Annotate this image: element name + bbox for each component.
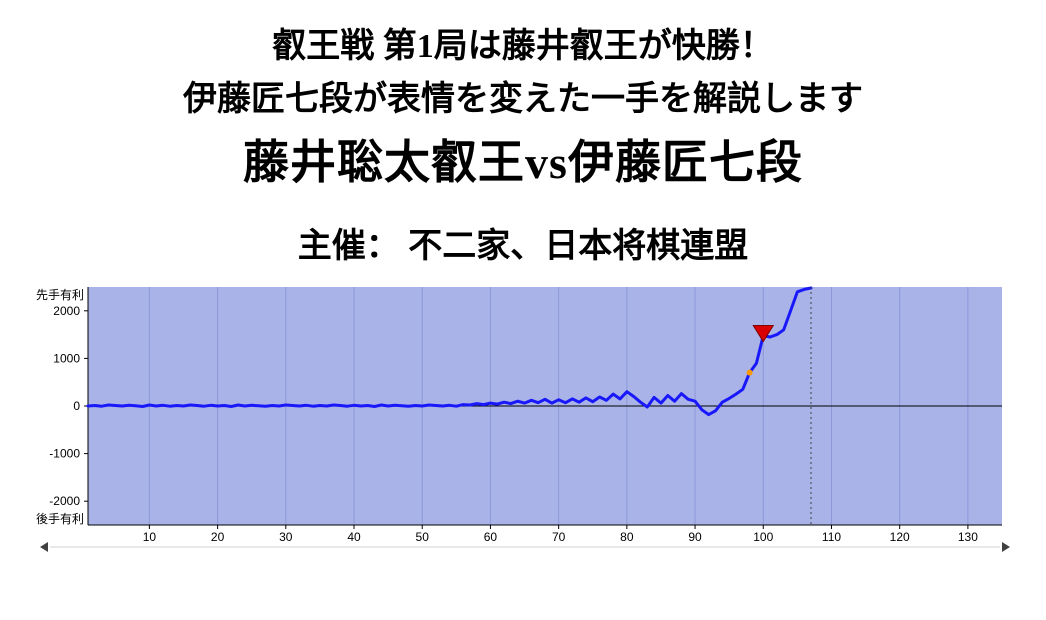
title-block: 叡王戦 第1局は藤井叡王が快勝！ 伊藤匠七段が表情を変えた一手を解説します 藤井… bbox=[0, 18, 1046, 267]
x-tick-label: 50 bbox=[416, 530, 430, 544]
y-tick-label: -1000 bbox=[49, 447, 80, 461]
x-tick-label: 20 bbox=[211, 530, 225, 544]
scroll-left-icon[interactable] bbox=[40, 542, 48, 552]
title-line-2: 伊藤匠七段が表情を変えた一手を解説します bbox=[0, 71, 1046, 120]
x-tick-label: 30 bbox=[279, 530, 293, 544]
scroll-right-icon[interactable] bbox=[1002, 542, 1010, 552]
x-tick-label: 60 bbox=[484, 530, 498, 544]
x-tick-label: 10 bbox=[143, 530, 157, 544]
y-tick-label: 1000 bbox=[53, 351, 80, 365]
axis-label-top: 先手有利 bbox=[36, 288, 84, 302]
x-tick-label: 40 bbox=[347, 530, 361, 544]
x-tick-label: 100 bbox=[753, 530, 773, 544]
sponsor-line: 主催： 不二家、日本将棋連盟 bbox=[0, 218, 1046, 267]
x-tick-label: 110 bbox=[822, 530, 841, 544]
title-line-1: 叡王戦 第1局は藤井叡王が快勝！ bbox=[0, 18, 1046, 67]
y-tick-label: -2000 bbox=[49, 494, 80, 508]
x-tick-label: 130 bbox=[958, 530, 978, 544]
x-tick-label: 80 bbox=[620, 530, 634, 544]
chart-marker-dot bbox=[747, 370, 753, 376]
x-tick-label: 120 bbox=[890, 530, 910, 544]
evaluation-chart: 2000 1000 0 -1000 -2000 10 20 30 40 50 60 70 80 90 100… bbox=[32, 281, 1014, 553]
evaluation-chart-svg: 2000 1000 0 -1000 -2000 10 20 30 40 50 60 70 80 90 100… bbox=[32, 281, 1014, 553]
x-tick-label: 70 bbox=[552, 530, 566, 544]
axis-label-bottom: 後手有利 bbox=[36, 512, 84, 526]
x-tick-label: 90 bbox=[688, 530, 702, 544]
y-tick-label: 0 bbox=[73, 399, 80, 413]
y-tick-label: 2000 bbox=[53, 304, 80, 318]
match-title: 藤井聡太叡王vs伊藤匠七段 bbox=[0, 126, 1046, 192]
